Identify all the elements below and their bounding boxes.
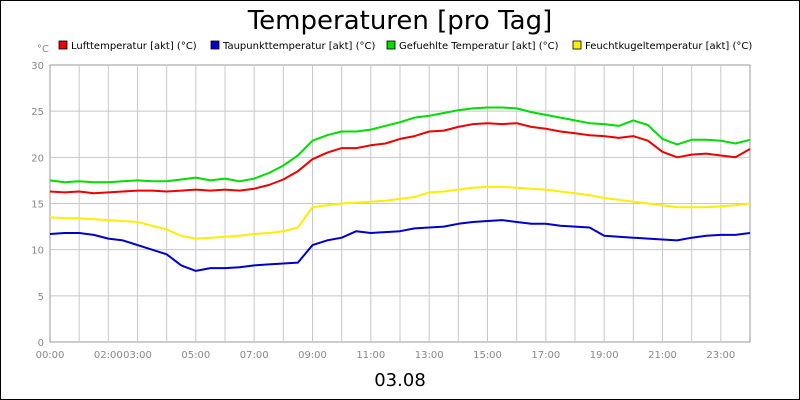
x-tick-label: 02:00 — [94, 350, 123, 361]
x-tick-label: 21:00 — [648, 350, 677, 361]
x-tick-label: 05:00 — [181, 350, 210, 361]
y-tick-label: 20 — [31, 153, 44, 164]
x-axis: 00:00 02:00 03:00 05:00 07:00 09:00 11:00 13:00… — [36, 350, 736, 361]
chart-date-label: 03.08 — [374, 370, 426, 391]
series-group — [49, 106, 751, 272]
x-tick-label: 13:00 — [415, 350, 444, 361]
y-axis-unit-label: °C — [37, 44, 49, 55]
x-tick-label: 00:00 — [36, 350, 65, 361]
chart-title: Temperaturen [pro Tag] — [247, 6, 553, 36]
x-tick-label: 17:00 — [531, 350, 560, 361]
legend-swatch — [572, 40, 582, 50]
x-tick-label: 09:00 — [298, 350, 327, 361]
legend-label: Lufttemperatur [akt] (°C) — [71, 41, 197, 52]
x-tick-label: 03:00 — [123, 350, 152, 361]
y-tick-label: 5 — [38, 292, 44, 303]
series-line-1 — [49, 122, 751, 195]
legend-item-1: Lufttemperatur [akt] (°C) — [58, 40, 197, 52]
y-tick-label: 25 — [31, 107, 44, 118]
x-tick-label: 11:00 — [356, 350, 385, 361]
legend-label: Gefuehlte Temperatur [akt] (°C) — [399, 41, 559, 52]
y-tick-label: 10 — [31, 246, 44, 257]
y-tick-label: 15 — [31, 200, 44, 211]
legend-label: Feuchtkugeltemperatur [akt] (°C) — [585, 41, 752, 52]
legend-item-2: Taupunkttemperatur [akt] (°C) — [210, 40, 375, 52]
x-tick-label: 19:00 — [590, 350, 619, 361]
legend-item-4: Feuchtkugeltemperatur [akt] (°C) — [572, 40, 752, 52]
x-tick-label: 15:00 — [473, 350, 502, 361]
legend-item-3: Gefuehlte Temperatur [akt] (°C) — [386, 40, 559, 52]
y-tick-label: 30 — [31, 61, 44, 72]
x-tick-label: 23:00 — [706, 350, 735, 361]
legend-swatch — [210, 40, 220, 50]
legend: Lufttemperatur [akt] (°C) Taupunkttempera… — [58, 40, 752, 52]
legend-label: Taupunkttemperatur [akt] (°C) — [222, 41, 375, 52]
x-tick-label: 07:00 — [240, 350, 269, 361]
grid-lines — [50, 65, 750, 342]
y-axis: 0 5 10 15 20 25 30 — [31, 61, 44, 349]
series-line-4 — [49, 185, 751, 240]
legend-swatch — [386, 40, 396, 50]
y-tick-label: 0 — [38, 338, 44, 349]
legend-swatch — [58, 40, 68, 50]
series-line-2 — [49, 219, 751, 272]
series-line-3 — [49, 106, 751, 184]
